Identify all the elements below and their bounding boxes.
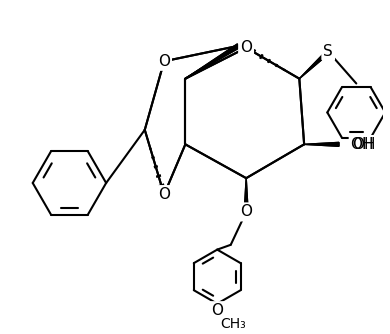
Text: O: O bbox=[211, 303, 223, 318]
Polygon shape bbox=[185, 44, 239, 79]
Text: O: O bbox=[240, 40, 252, 55]
Polygon shape bbox=[304, 142, 339, 146]
Text: O: O bbox=[158, 187, 170, 202]
Polygon shape bbox=[299, 50, 330, 79]
Text: O: O bbox=[240, 40, 252, 55]
Text: S: S bbox=[323, 44, 333, 59]
Text: O: O bbox=[158, 187, 170, 202]
Polygon shape bbox=[244, 178, 248, 212]
Text: OH: OH bbox=[353, 137, 376, 152]
Polygon shape bbox=[304, 142, 339, 146]
Text: O: O bbox=[158, 54, 170, 69]
Text: OH: OH bbox=[351, 137, 374, 152]
Text: O: O bbox=[158, 54, 170, 69]
Text: O: O bbox=[240, 204, 252, 219]
Polygon shape bbox=[299, 50, 330, 79]
Polygon shape bbox=[185, 44, 239, 79]
Text: CH₃: CH₃ bbox=[220, 317, 246, 331]
Text: S: S bbox=[323, 44, 333, 59]
Text: O: O bbox=[240, 204, 252, 219]
Polygon shape bbox=[244, 178, 248, 212]
